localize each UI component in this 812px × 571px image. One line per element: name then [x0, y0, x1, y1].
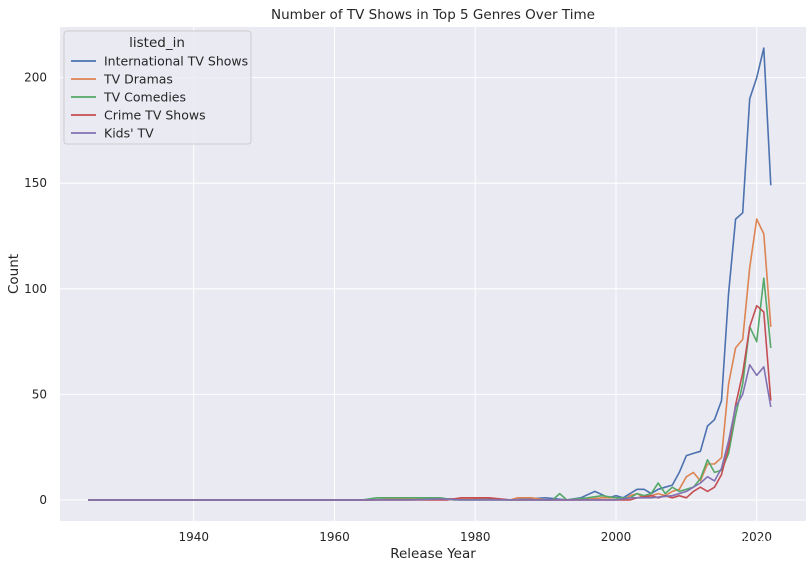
x-tick-label: 2000 [601, 530, 632, 544]
x-tick-label: 2020 [741, 530, 772, 544]
series-line-2 [88, 218, 772, 501]
y-tick-label: 100 [24, 282, 47, 296]
y-axis-label: Count [6, 254, 22, 294]
chart-title: Number of TV Shows in Top 5 Genres Over … [271, 7, 595, 23]
legend-label: International TV Shows [104, 54, 248, 69]
series-lines [88, 47, 772, 501]
legend-label: Kids' TV [104, 126, 154, 141]
x-tick-label: 1940 [178, 530, 209, 544]
tick-labels: 1940 1960 1980 2000 2020 0 50 100 150 200 [24, 71, 772, 544]
watermark-text: @稀土掘金技术社区 [660, 537, 795, 555]
legend-box [63, 30, 252, 145]
x-tick-label: 1960 [319, 530, 350, 544]
legend-label: TV Comedies [103, 90, 186, 105]
x-axis-label: Release Year [390, 546, 476, 562]
legend-label: TV Dramas [103, 72, 173, 87]
legend-title: listed_in [129, 35, 185, 51]
y-tick-label: 200 [24, 71, 47, 85]
y-tick-label: 150 [24, 176, 47, 190]
x-tick-label: 1980 [460, 530, 491, 544]
legend: listed_in International TV Shows TV Drama… [63, 30, 252, 145]
legend-items: International TV Shows TV Dramas TV Comedi… [71, 54, 248, 141]
series-line-5 [88, 364, 772, 501]
y-tick-label: 50 [32, 387, 47, 401]
legend-label: Crime TV Shows [104, 108, 206, 123]
y-tick-label: 0 [39, 493, 47, 507]
